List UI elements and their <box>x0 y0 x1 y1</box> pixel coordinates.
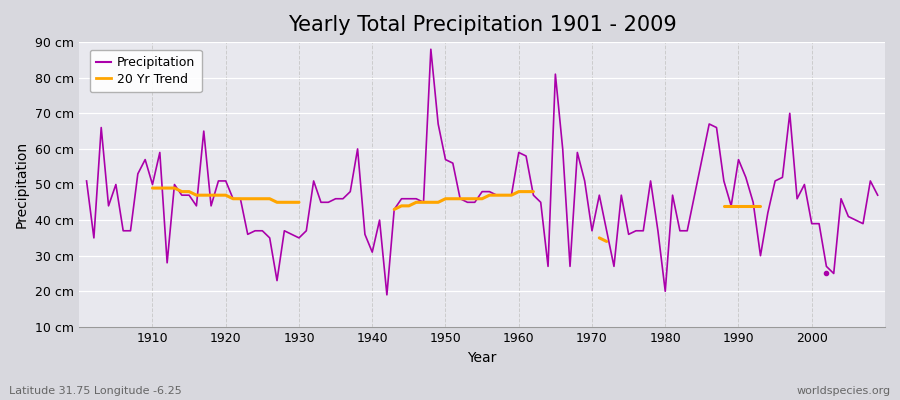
X-axis label: Year: Year <box>467 351 497 365</box>
Title: Yearly Total Precipitation 1901 - 2009: Yearly Total Precipitation 1901 - 2009 <box>288 15 677 35</box>
Y-axis label: Precipitation: Precipitation <box>15 141 29 228</box>
Text: Latitude 31.75 Longitude -6.25: Latitude 31.75 Longitude -6.25 <box>9 386 182 396</box>
Legend: Precipitation, 20 Yr Trend: Precipitation, 20 Yr Trend <box>89 50 202 92</box>
Text: worldspecies.org: worldspecies.org <box>796 386 891 396</box>
